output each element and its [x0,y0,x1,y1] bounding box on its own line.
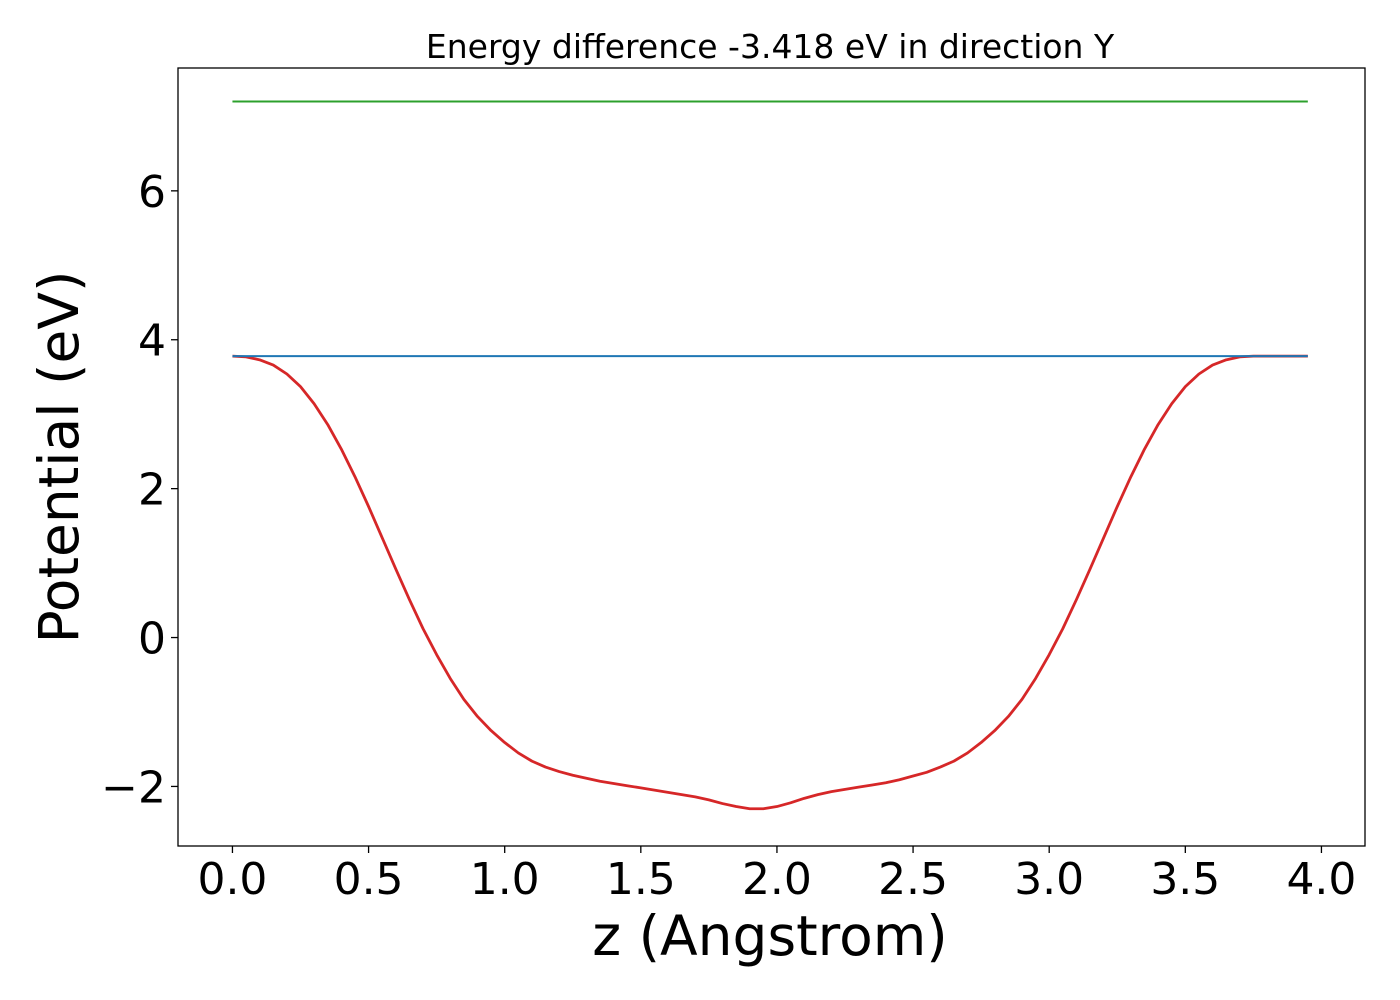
x-tick-label: 0.5 [334,854,404,905]
x-tick-label: 4.0 [1286,854,1356,905]
plot-frame [177,67,1366,847]
x-axis-ticks: 0.0 0.5 1.0 1.5 2.0 2.5 3.0 3.5 4.0 [197,846,1356,905]
x-tick-label: 0.0 [197,854,267,905]
x-tick-label: 1.0 [470,854,540,905]
y-tick-label: −2 [101,762,166,813]
y-tick-label: 4 [138,316,166,367]
x-tick-label: 3.0 [1014,854,1084,905]
x-tick-label: 1.5 [606,854,676,905]
series-line-0 [232,354,1308,811]
x-tick-label: 2.0 [742,854,812,905]
x-tick-label: 3.5 [1150,854,1220,905]
y-axis-ticks: −2 0 2 4 6 [101,167,178,813]
chart-title: Energy difference -3.418 eV in direction… [426,27,1115,66]
y-tick-label: 2 [138,465,166,516]
y-tick-label: 0 [138,614,166,665]
x-axis-label: z (Angstrom) [592,904,948,968]
x-tick-label: 2.5 [878,854,948,905]
y-axis-label: Potential (eV) [27,271,91,644]
series-layer [232,100,1308,811]
y-tick-label: 6 [138,167,166,218]
